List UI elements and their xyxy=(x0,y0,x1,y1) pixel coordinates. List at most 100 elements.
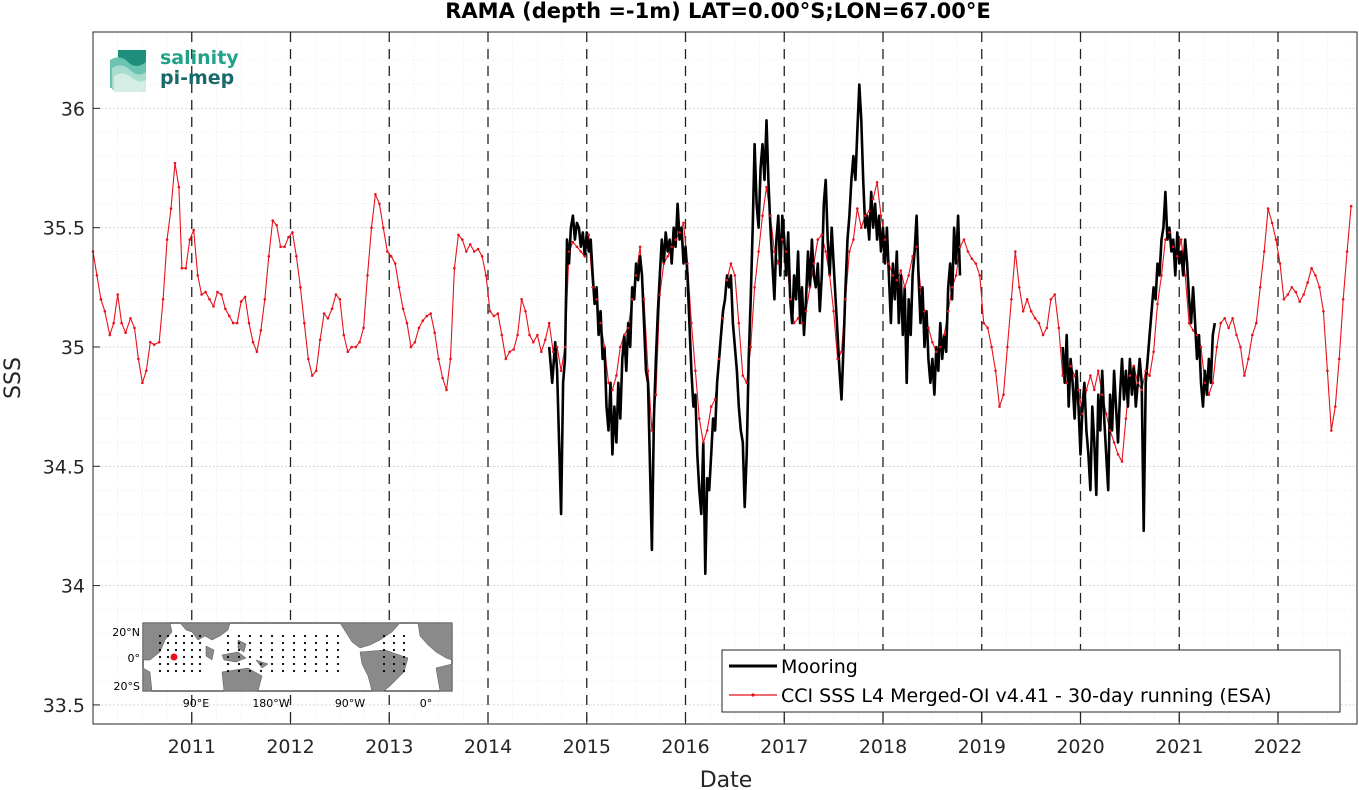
cci-sss-point xyxy=(931,340,934,344)
cci-sss-point xyxy=(1278,262,1282,265)
x-tick-label: 2013 xyxy=(365,736,413,758)
cci-sss-point xyxy=(457,233,460,237)
inset-mooring-dot xyxy=(158,648,162,652)
cci-sss-point xyxy=(1330,429,1333,432)
cci-sss-point xyxy=(812,262,816,265)
cci-sss-point xyxy=(895,278,899,282)
cci-sss-point xyxy=(686,262,689,265)
cci-sss-point xyxy=(875,181,879,184)
inset-mooring-dot xyxy=(174,669,178,673)
cci-sss-point xyxy=(1077,388,1080,392)
inset-map-location-marker xyxy=(170,653,178,661)
cci-sss-point xyxy=(449,357,452,361)
cci-sss-point xyxy=(1124,417,1128,420)
cci-sss-point xyxy=(382,226,385,229)
cci-sss-point xyxy=(721,317,725,320)
inset-mooring-dot xyxy=(303,648,307,652)
inset-mooring-dot xyxy=(292,662,296,666)
cci-sss-point xyxy=(177,185,181,189)
cci-sss-point xyxy=(1341,298,1345,301)
cci-sss-point xyxy=(1314,274,1317,277)
cci-sss-point xyxy=(970,257,974,261)
cci-sss-point xyxy=(1219,321,1222,325)
cci-sss-point xyxy=(184,266,188,270)
inset-mooring-dot xyxy=(292,655,296,659)
cci-sss-point xyxy=(204,290,207,294)
x-tick-label: 2012 xyxy=(266,736,314,758)
cci-sss-point xyxy=(709,405,713,408)
cci-sss-point xyxy=(124,331,127,335)
cci-sss-point xyxy=(208,298,211,301)
cci-sss-point xyxy=(512,348,515,351)
cci-sss-point xyxy=(524,309,527,313)
cci-sss-point xyxy=(307,357,310,361)
cci-sss-point xyxy=(650,429,654,432)
inset-mooring-dot xyxy=(248,648,252,652)
cci-sss-point xyxy=(496,312,500,315)
inset-mooring-dot xyxy=(303,634,307,638)
cci-sss-point xyxy=(555,345,559,349)
cci-sss-point xyxy=(887,262,891,265)
cci-sss-point xyxy=(603,345,606,349)
cci-sss-point xyxy=(713,398,717,401)
cci-sss-point xyxy=(461,238,464,241)
cci-sss-point xyxy=(1006,345,1009,349)
cci-sss-point xyxy=(1002,393,1005,397)
inset-lon-label-90w: 90°W xyxy=(335,697,365,710)
inset-mooring-dot xyxy=(314,641,318,645)
cci-sss-point xyxy=(571,240,575,244)
cci-sss-point xyxy=(1298,300,1301,303)
cci-sss-point xyxy=(1045,326,1049,330)
cci-sss-point xyxy=(1239,345,1242,349)
inset-mooring-dot xyxy=(198,655,202,659)
inset-mooring-dot xyxy=(248,641,252,645)
cci-sss-point xyxy=(1025,298,1029,301)
cci-sss-point xyxy=(1160,274,1163,277)
inset-mooring-dot xyxy=(182,634,186,638)
cci-sss-point xyxy=(310,374,314,377)
cci-sss-point xyxy=(401,307,405,311)
cci-sss-point xyxy=(1033,317,1037,320)
cci-sss-point xyxy=(757,250,760,253)
cci-sss-point xyxy=(421,319,425,323)
cci-sss-point xyxy=(413,340,417,344)
cci-sss-point xyxy=(563,345,567,349)
cci-sss-point xyxy=(393,262,397,265)
cci-sss-point xyxy=(220,293,223,296)
cci-sss-point xyxy=(966,250,970,253)
cci-sss-point xyxy=(745,381,748,385)
cci-sss-point xyxy=(749,345,752,349)
inset-lat-label-20s: 20°S xyxy=(114,680,140,693)
cci-sss-point xyxy=(1014,250,1017,253)
inset-mooring-dot xyxy=(392,641,396,645)
inset-mooring-dot xyxy=(248,634,252,638)
x-tick-label: 2017 xyxy=(760,736,808,758)
inset-mooring-dot xyxy=(166,655,170,659)
cci-sss-point xyxy=(1215,345,1219,349)
cci-sss-point xyxy=(607,381,610,385)
inset-mooring-dot xyxy=(392,669,396,673)
cci-sss-point xyxy=(476,247,480,251)
inset-mooring-dot xyxy=(259,641,263,645)
cci-sss-point xyxy=(1195,333,1199,337)
inset-mooring-dot xyxy=(190,655,194,659)
cci-sss-point xyxy=(1255,321,1258,325)
cci-sss-point xyxy=(1089,374,1092,377)
cci-sss-point xyxy=(1176,254,1179,258)
cci-sss-point xyxy=(133,326,136,330)
inset-mooring-dot xyxy=(314,655,318,659)
inset-mooring-dot xyxy=(336,669,340,673)
cci-sss-point xyxy=(200,293,203,296)
cci-sss-point xyxy=(231,321,235,325)
cci-sss-point xyxy=(1168,231,1171,234)
cci-sss-point xyxy=(1266,207,1270,210)
cci-sss-point xyxy=(1302,293,1305,296)
cci-sss-point xyxy=(1049,298,1053,301)
cci-sss-point xyxy=(1179,238,1183,241)
inset-mooring-dot xyxy=(226,669,230,673)
cci-sss-point xyxy=(871,197,875,201)
cci-sss-point xyxy=(1187,321,1191,325)
x-tick-label: 2020 xyxy=(1056,736,1104,758)
inset-mooring-dot xyxy=(182,641,186,645)
cci-sss-point xyxy=(342,333,346,337)
